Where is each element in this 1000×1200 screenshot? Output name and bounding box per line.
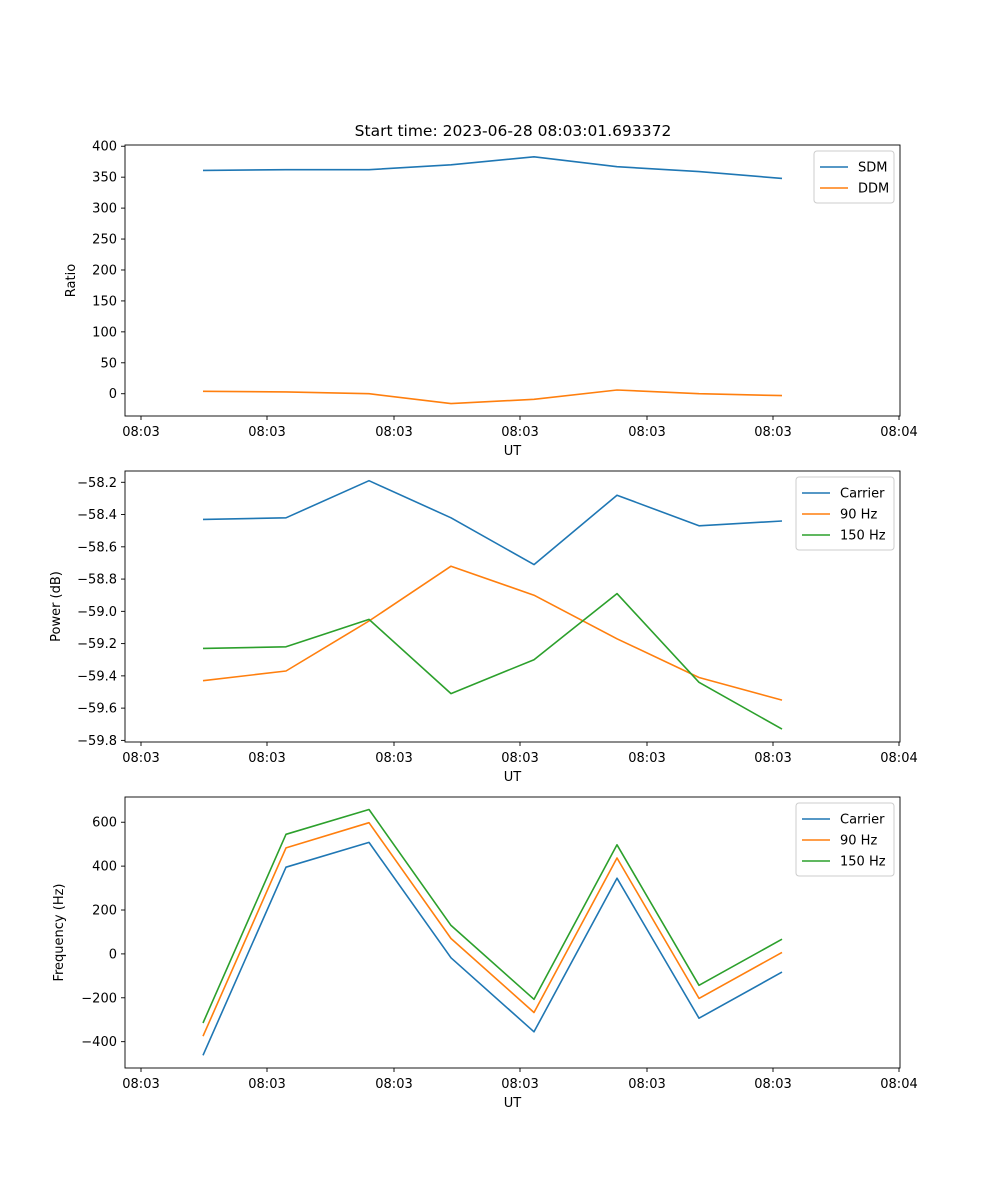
y-tick-label: 350 bbox=[92, 171, 117, 186]
x-tick-label: 08:03 bbox=[754, 425, 791, 440]
axes-frame bbox=[124, 470, 901, 743]
y-tick-label: −59.8 bbox=[77, 734, 117, 749]
x-tick-label: 08:03 bbox=[122, 425, 159, 440]
legend: Carrier 90 Hz 150 Hz bbox=[795, 802, 895, 877]
y-tick-label: −59.2 bbox=[77, 637, 117, 652]
y-tick-label: −59.0 bbox=[77, 605, 117, 620]
y-tick-label: −58.6 bbox=[77, 540, 117, 555]
x-tick-label: 08:04 bbox=[880, 425, 917, 440]
legend-entry: 150 Hz bbox=[840, 529, 886, 544]
x-tick-label: 08:03 bbox=[628, 425, 665, 440]
y-tick-label: −59.6 bbox=[77, 702, 117, 717]
x-tick-label: 08:04 bbox=[880, 1077, 917, 1092]
legend-entry: 90 Hz bbox=[840, 508, 877, 523]
x-tick-label: 08:03 bbox=[754, 1077, 791, 1092]
series-line-ddm bbox=[202, 389, 783, 405]
y-tick-label: 300 bbox=[92, 202, 117, 217]
series-line-carrier bbox=[202, 841, 783, 1056]
y-tick-label: −58.2 bbox=[77, 476, 117, 491]
x-tick-label: 08:03 bbox=[501, 425, 538, 440]
legend-entry: 150 Hz bbox=[840, 855, 886, 870]
legend-box bbox=[795, 476, 895, 551]
y-tick-label: −58.4 bbox=[77, 508, 117, 523]
legend-entry: DDM bbox=[858, 182, 889, 197]
y-tick-label: 400 bbox=[92, 140, 117, 155]
x-tick-label: 08:03 bbox=[248, 425, 285, 440]
y-tick-label: 600 bbox=[92, 816, 117, 831]
x-tick-label: 08:03 bbox=[375, 1077, 412, 1092]
y-tick-label: 200 bbox=[92, 904, 117, 919]
legend-entry: Carrier bbox=[840, 813, 885, 828]
axes-frame bbox=[124, 796, 901, 1069]
x-tick-label: 08:03 bbox=[375, 751, 412, 766]
legend: SDM DDM bbox=[813, 150, 895, 204]
y-tick-label: 0 bbox=[109, 387, 117, 402]
legend-entry: Carrier bbox=[840, 487, 885, 502]
y-axis-label: Ratio bbox=[64, 264, 79, 297]
legend: Carrier 90 Hz 150 Hz bbox=[795, 476, 895, 551]
legend-entry: SDM bbox=[858, 161, 887, 176]
series-line-90-hz bbox=[202, 821, 783, 1037]
y-axis-label: Frequency (Hz) bbox=[52, 883, 67, 981]
y-tick-label: −58.8 bbox=[77, 573, 117, 588]
series-line-150-hz bbox=[202, 808, 783, 1024]
y-tick-label: 200 bbox=[92, 263, 117, 278]
y-tick-label: −59.4 bbox=[77, 669, 117, 684]
chart-panel-2: 08:03 08:03 08:03 08:03 08:03 08:03 08:04 −58.2… bbox=[49, 470, 918, 785]
x-tick-label: 08:03 bbox=[754, 751, 791, 766]
legend-box bbox=[813, 150, 895, 204]
y-tick-label: −400 bbox=[81, 1035, 117, 1050]
series-line-150-hz bbox=[202, 592, 783, 730]
x-tick-label: 08:03 bbox=[122, 751, 159, 766]
y-tick-label: 0 bbox=[109, 947, 117, 962]
y-axis-label: Power (dB) bbox=[49, 571, 64, 642]
series-line-carrier bbox=[202, 479, 783, 566]
x-tick-label: 08:03 bbox=[248, 1077, 285, 1092]
y-tick-label: 100 bbox=[92, 325, 117, 340]
x-tick-label: 08:03 bbox=[501, 1077, 538, 1092]
y-tick-label: 400 bbox=[92, 860, 117, 875]
chart-title: Start time: 2023-06-28 08:03:01.693372 bbox=[355, 122, 672, 140]
series-line-90-hz bbox=[202, 565, 783, 701]
x-tick-label: 08:03 bbox=[375, 425, 412, 440]
axes-frame bbox=[124, 144, 901, 417]
x-tick-label: 08:03 bbox=[248, 751, 285, 766]
y-tick-label: −200 bbox=[81, 991, 117, 1006]
y-tick-label: 150 bbox=[92, 294, 117, 309]
y-tick-label: 250 bbox=[92, 233, 117, 248]
x-tick-label: 08:03 bbox=[628, 751, 665, 766]
y-tick-label: 50 bbox=[100, 356, 117, 371]
series-line-sdm bbox=[202, 156, 783, 180]
x-tick-label: 08:04 bbox=[880, 751, 917, 766]
x-tick-label: 08:03 bbox=[628, 1077, 665, 1092]
legend-box bbox=[795, 802, 895, 877]
x-tick-label: 08:03 bbox=[501, 751, 538, 766]
x-tick-label: 08:03 bbox=[122, 1077, 159, 1092]
x-axis-label: UT bbox=[504, 444, 522, 459]
chart-panel-3: 08:03 08:03 08:03 08:03 08:03 08:03 08:04 −400 −… bbox=[52, 796, 918, 1111]
x-axis-label: UT bbox=[504, 1096, 522, 1111]
chart-panel-1: 08:03 08:03 08:03 08:03 08:03 08:03 08:04 0 50 10… bbox=[64, 140, 918, 459]
x-axis-label: UT bbox=[504, 770, 522, 785]
legend-entry: 90 Hz bbox=[840, 834, 877, 849]
